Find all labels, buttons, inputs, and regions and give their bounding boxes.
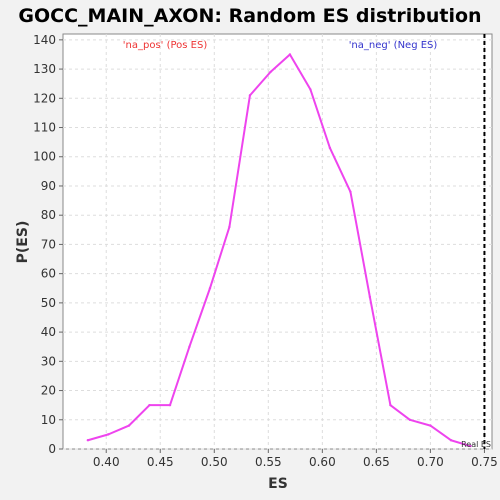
chart-title: GOCC_MAIN_AXON: Random ES distribution xyxy=(18,5,481,27)
data-point xyxy=(148,403,151,407)
y-tick-label: 140 xyxy=(33,33,56,47)
data-point xyxy=(288,53,292,56)
y-tick-label: 80 xyxy=(41,208,56,222)
x-tick-label: 0.45 xyxy=(147,455,174,469)
y-tick-label: 60 xyxy=(41,267,56,281)
data-point xyxy=(309,88,312,91)
y-axis-label: P(ES) xyxy=(15,221,31,264)
y-tick-label: 90 xyxy=(41,179,56,193)
data-point xyxy=(408,418,412,421)
data-point xyxy=(269,70,272,74)
y-tick-label: 40 xyxy=(41,325,56,339)
data-point xyxy=(429,424,432,427)
x-tick-label: 0.65 xyxy=(363,455,390,469)
data-point xyxy=(368,295,372,299)
y-tick-label: 20 xyxy=(41,384,56,398)
real-es-label: Real ES xyxy=(461,440,491,449)
y-tick-label: 130 xyxy=(33,62,56,76)
data-point xyxy=(449,439,453,442)
y-tick-label: 30 xyxy=(41,354,56,368)
data-point xyxy=(107,433,110,436)
data-point xyxy=(228,225,231,229)
x-tick-label: 0.75 xyxy=(471,455,498,469)
data-point xyxy=(469,444,472,448)
data-point xyxy=(248,94,252,97)
neg-es-annotation: 'na_neg' (Neg ES) xyxy=(349,40,438,51)
data-point xyxy=(188,345,191,348)
x-axis-label: ES xyxy=(268,476,288,492)
data-point xyxy=(168,403,172,407)
series-layer xyxy=(86,53,472,448)
x-tick-label: 0.40 xyxy=(93,455,120,469)
data-point xyxy=(86,439,90,442)
pos-es-annotation: 'na_pos' (Pos ES) xyxy=(123,40,208,51)
data-point xyxy=(127,424,131,427)
axis-ticks: 0 10 20 30 40 50 60 70 80 90 100 110 120 130 140 0.40 0.… xyxy=(33,33,498,469)
y-tick-label: 0 xyxy=(48,442,56,456)
x-tick-label: 0.50 xyxy=(201,455,228,469)
series-line xyxy=(87,53,471,448)
x-tick-label: 0.70 xyxy=(417,455,444,469)
y-tick-label: 120 xyxy=(33,91,56,105)
y-tick-label: 10 xyxy=(41,413,56,427)
x-tick-label: 0.60 xyxy=(309,455,336,469)
data-point xyxy=(328,146,332,150)
plot-area xyxy=(62,33,493,450)
y-tick-label: 70 xyxy=(41,237,56,251)
annotation-layer: Real ES 'na_pos' (Pos ES) 'na_neg' (Neg ES… xyxy=(123,34,491,449)
data-point xyxy=(389,403,392,407)
data-point xyxy=(349,190,352,194)
data-point xyxy=(208,287,212,290)
y-tick-label: 100 xyxy=(33,150,56,164)
x-tick-label: 0.55 xyxy=(255,455,282,469)
y-tick-label: 110 xyxy=(33,121,56,135)
y-tick-label: 50 xyxy=(41,296,56,310)
